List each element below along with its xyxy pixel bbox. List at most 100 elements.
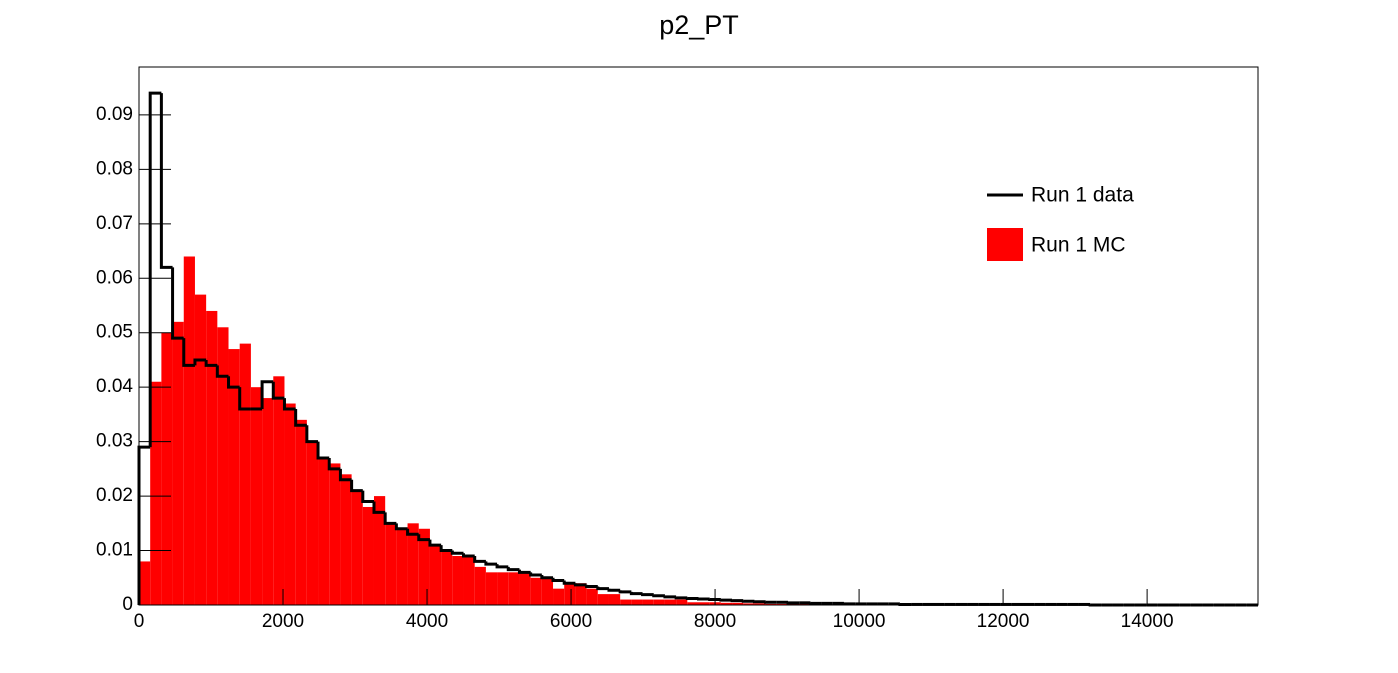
bar: [318, 457, 330, 605]
bar: [597, 594, 609, 605]
bar: [720, 602, 733, 605]
bar: [541, 577, 554, 605]
x-tick-label: 2000: [262, 611, 304, 632]
y-tick-label: 0.07: [96, 213, 133, 234]
bar: [273, 376, 285, 605]
step: [406, 528, 419, 536]
y-tick-label: 0.03: [96, 431, 133, 452]
bar: [631, 599, 643, 605]
bar: [329, 463, 341, 605]
step: [495, 564, 509, 569]
step: [752, 600, 766, 604]
step: [305, 425, 319, 444]
bar: [497, 572, 509, 605]
bar: [418, 528, 430, 605]
step: [719, 598, 733, 602]
step: [372, 501, 386, 514]
bar: [620, 599, 632, 605]
bar: [194, 294, 207, 605]
step: [338, 468, 352, 482]
bar: [239, 343, 251, 605]
bar: [217, 327, 229, 605]
bar: [485, 572, 498, 605]
step: [529, 572, 542, 577]
bar: [306, 441, 319, 605]
step: [159, 93, 173, 269]
bar: [519, 572, 531, 605]
step: [629, 591, 643, 596]
step: [786, 601, 800, 605]
step: [641, 593, 654, 597]
legend-label: Run 1 data: [1031, 184, 1134, 207]
step: [148, 91, 162, 448]
y-tick-label: 0: [122, 594, 133, 615]
step: [193, 358, 207, 366]
x-tick-label: 4000: [406, 611, 448, 632]
x-tick-label: 0: [134, 611, 145, 632]
bar: [776, 603, 789, 605]
bar: [161, 332, 173, 605]
step: [227, 376, 240, 389]
step: [439, 545, 453, 553]
step: [171, 267, 184, 340]
bar: [530, 577, 542, 605]
step: [417, 534, 430, 542]
step: [282, 398, 296, 411]
bar: [183, 256, 195, 605]
step: [764, 600, 777, 604]
bar: [698, 602, 710, 605]
bar: [664, 599, 677, 605]
step: [674, 596, 688, 600]
bar: [150, 381, 162, 605]
bar: [139, 561, 151, 605]
step: [585, 584, 598, 588]
bar: [553, 588, 565, 605]
x-tick-label: 8000: [694, 611, 736, 632]
step: [316, 441, 330, 460]
step: [562, 580, 576, 585]
bar: [295, 419, 307, 605]
step: [450, 550, 464, 555]
bar: [362, 506, 374, 605]
bar: [452, 555, 464, 605]
bar: [687, 602, 699, 605]
step: [697, 597, 710, 601]
step: [551, 577, 565, 582]
bar: [385, 523, 397, 605]
bar: [676, 599, 688, 605]
step: [350, 479, 363, 493]
step: [842, 602, 856, 606]
y-tick-label: 0.04: [96, 376, 133, 397]
y-tick-label: 0.01: [96, 540, 133, 561]
bar: [653, 599, 665, 605]
step: [238, 387, 251, 411]
step: [808, 601, 822, 605]
step: [517, 569, 531, 574]
bar: [396, 528, 408, 605]
bar: [732, 602, 744, 605]
y-tick-label: 0.08: [96, 158, 133, 179]
y-tick-label: 0.09: [96, 104, 133, 125]
bar: [373, 496, 386, 605]
step: [428, 539, 442, 547]
bar: [474, 566, 486, 605]
bar: [407, 523, 419, 605]
step: [462, 553, 475, 558]
step: [652, 594, 665, 598]
bar: [172, 321, 184, 605]
step: [506, 566, 520, 572]
y-tick-label: 0.02: [96, 485, 133, 506]
frame: [138, 66, 1259, 606]
bar: [754, 603, 766, 605]
bar: [284, 403, 296, 605]
bar: [586, 588, 598, 605]
bar: [743, 603, 755, 605]
x-tick-label: 12000: [977, 611, 1030, 632]
step: [573, 583, 587, 587]
step: [327, 457, 341, 471]
bar: [642, 599, 654, 605]
step: [182, 338, 195, 367]
bar: [765, 603, 777, 605]
